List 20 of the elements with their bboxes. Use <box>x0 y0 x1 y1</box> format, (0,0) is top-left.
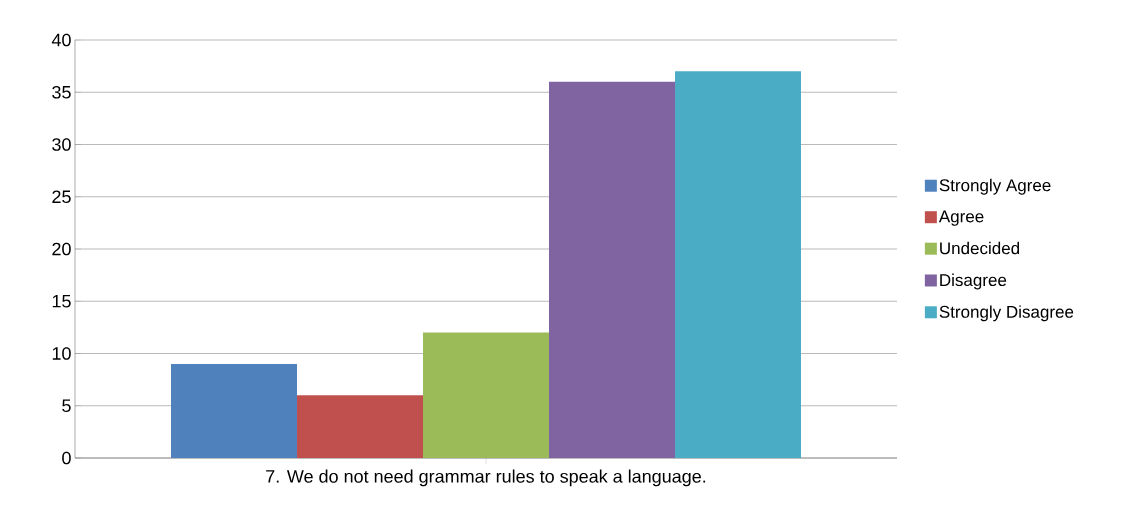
legend-label: Strongly Agree <box>939 178 1051 195</box>
x-tick-label: 7. We do not need grammar rules to speak a language. <box>266 469 706 487</box>
y-tick-label: 35 <box>52 85 71 99</box>
bar <box>549 81 676 458</box>
legend-label: Agree <box>938 210 984 226</box>
legend-label: Disagree <box>940 273 1007 290</box>
bar <box>675 71 802 458</box>
y-tick-label: 40 <box>51 33 71 47</box>
bar <box>297 395 424 458</box>
y-tick-label: 15 <box>52 294 71 308</box>
y-tick-label: 0 <box>62 451 71 465</box>
y-tick-label: 10 <box>52 347 71 360</box>
bar <box>171 363 298 458</box>
legend-label: Strongly Disagree <box>939 305 1074 322</box>
y-tick-label: 25 <box>52 190 71 204</box>
legend-label: Undecided <box>940 241 1020 255</box>
y-tick-label: 20 <box>52 242 71 256</box>
bar <box>423 332 550 458</box>
y-tick-label: 30 <box>52 138 71 151</box>
y-tick-label: 5 <box>62 399 71 413</box>
